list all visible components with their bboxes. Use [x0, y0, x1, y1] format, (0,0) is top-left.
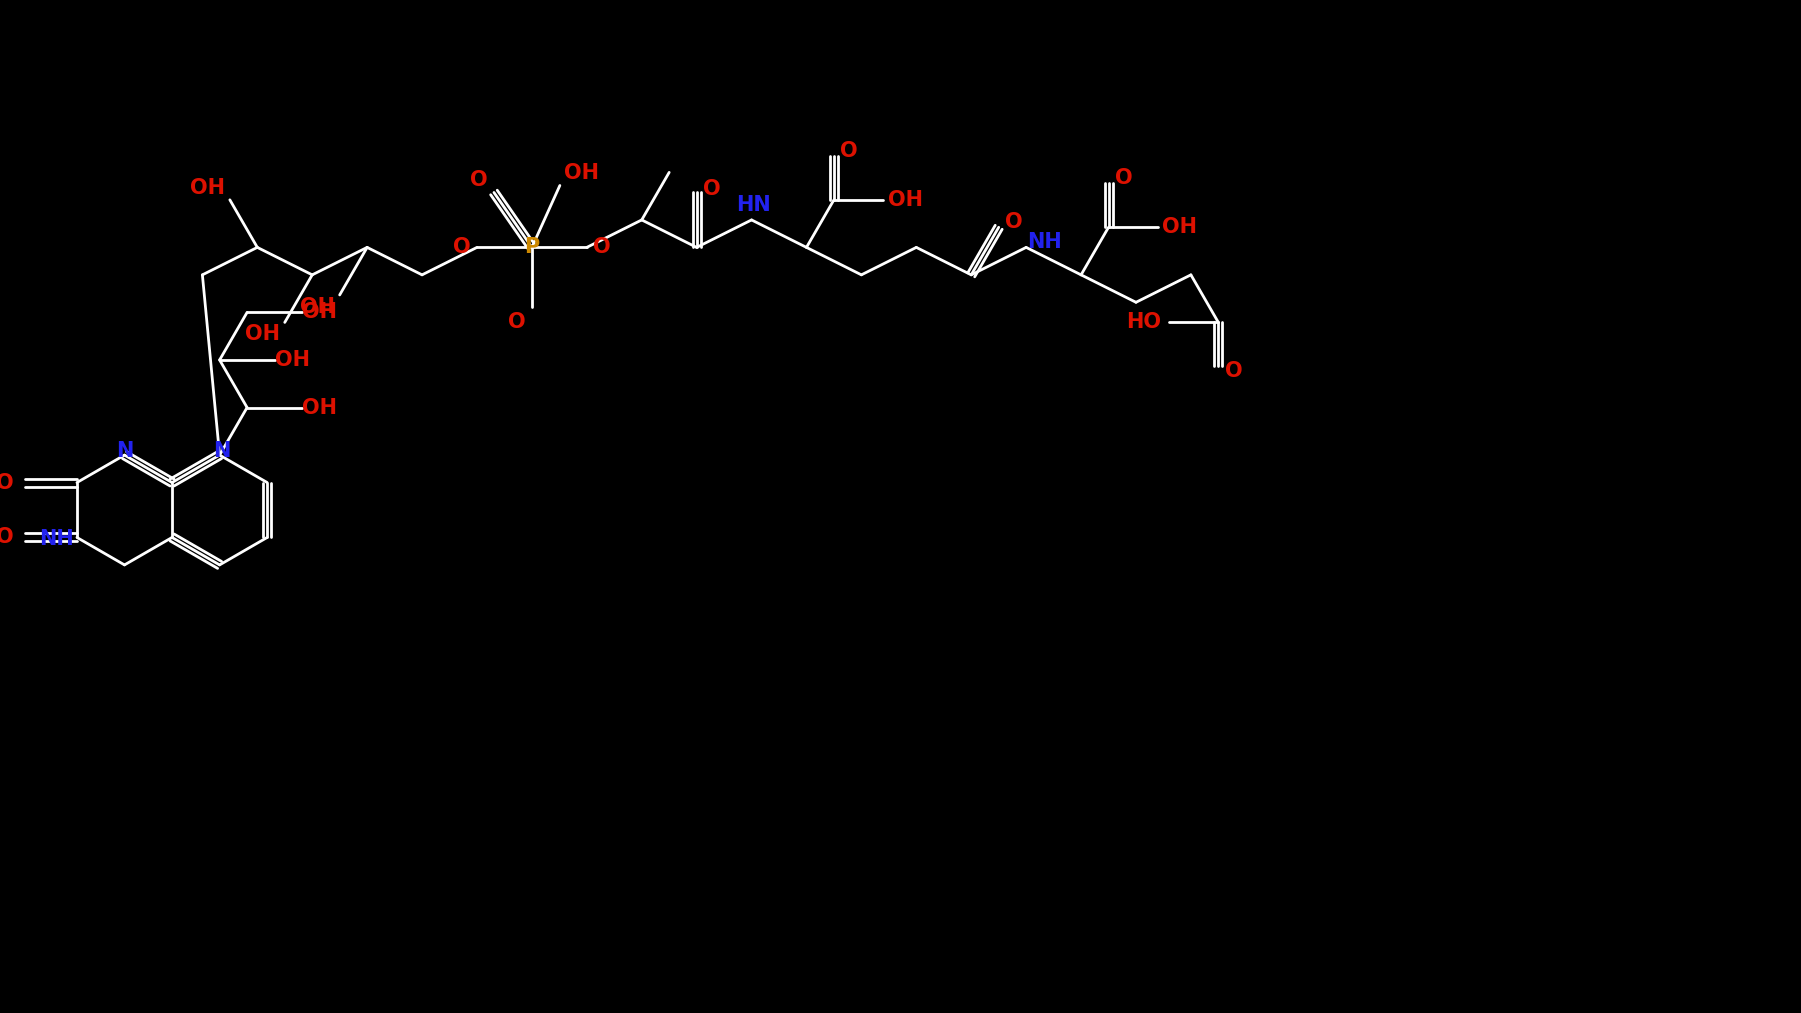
Text: O: O: [839, 141, 857, 161]
Text: OH: OH: [245, 324, 281, 344]
Text: O: O: [508, 312, 526, 332]
Text: HN: HN: [737, 194, 771, 215]
Text: OH: OH: [191, 178, 225, 198]
Text: O: O: [1115, 168, 1133, 188]
Text: O: O: [1225, 362, 1243, 381]
Text: NH: NH: [40, 530, 74, 549]
Text: O: O: [1005, 213, 1023, 232]
Text: OH: OH: [301, 297, 335, 317]
Text: O: O: [0, 472, 14, 492]
Text: HO: HO: [1126, 312, 1162, 332]
Text: OH: OH: [276, 349, 310, 370]
Text: OH: OH: [1162, 217, 1198, 237]
Text: N: N: [213, 441, 231, 461]
Text: NH: NH: [1027, 232, 1061, 252]
Text: O: O: [454, 237, 470, 257]
Text: OH: OH: [564, 163, 600, 183]
Text: OH: OH: [303, 397, 337, 417]
Text: O: O: [0, 528, 14, 547]
Text: O: O: [470, 170, 488, 190]
Text: O: O: [593, 237, 611, 257]
Text: OH: OH: [888, 189, 922, 210]
Text: O: O: [702, 179, 720, 200]
Text: OH: OH: [303, 303, 337, 322]
Text: P: P: [524, 237, 540, 257]
Text: N: N: [115, 441, 133, 461]
